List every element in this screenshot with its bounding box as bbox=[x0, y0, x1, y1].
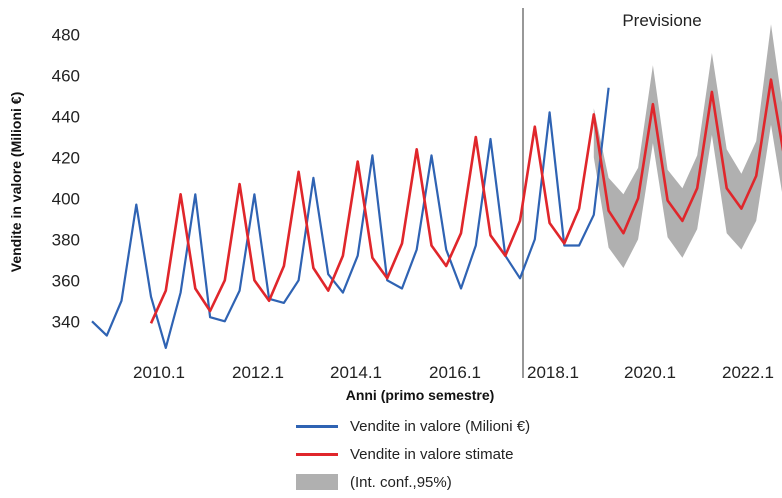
legend-item-confidence: (Int. conf.,95%) bbox=[296, 468, 586, 496]
legend-label-actual: Vendite in valore (Milioni €) bbox=[350, 417, 531, 435]
x-tick-label: 2020.1 bbox=[624, 363, 676, 382]
y-tick-label: 360 bbox=[52, 271, 80, 290]
x-tick-label: 2022.1 bbox=[722, 363, 774, 382]
series-line-estimated bbox=[149, 78, 782, 324]
x-tick-label: 2012.1 bbox=[232, 363, 284, 382]
forecast-annotation: Previsione bbox=[622, 11, 701, 30]
x-tick-label: 2014.1 bbox=[330, 363, 382, 382]
legend-swatch-actual bbox=[296, 424, 338, 428]
legend-item-actual: Vendite in valore (Milioni €) bbox=[296, 412, 586, 440]
series-line-actual bbox=[91, 87, 610, 349]
legend-label-estimated: Vendite in valore stimate bbox=[350, 445, 514, 463]
confidence-band bbox=[593, 24, 782, 268]
legend-item-estimated: Vendite in valore stimate bbox=[296, 440, 586, 468]
y-tick-label: 340 bbox=[52, 312, 80, 331]
x-tick-label: 2018.1 bbox=[527, 363, 579, 382]
legend-label-confidence: (Int. conf.,95%) bbox=[350, 473, 452, 491]
y-tick-label: 480 bbox=[52, 26, 80, 45]
y-tick-label: 380 bbox=[52, 230, 80, 249]
y-tick-label: 420 bbox=[52, 148, 80, 167]
x-axis-title: Anni (primo semestre) bbox=[346, 387, 495, 403]
x-tick-label: 2016.1 bbox=[429, 363, 481, 382]
legend: Vendite in valore (Milioni €) Vendite in… bbox=[296, 412, 586, 496]
y-tick-label: 400 bbox=[52, 189, 80, 208]
legend-swatch-confidence bbox=[296, 474, 338, 490]
legend-swatch-estimated bbox=[296, 452, 338, 456]
y-axis-title: Vendite in valore (Milioni €) bbox=[8, 92, 24, 272]
x-tick-label: 2010.1 bbox=[133, 363, 185, 382]
y-tick-label: 440 bbox=[52, 107, 80, 126]
y-tick-label: 460 bbox=[52, 67, 80, 86]
